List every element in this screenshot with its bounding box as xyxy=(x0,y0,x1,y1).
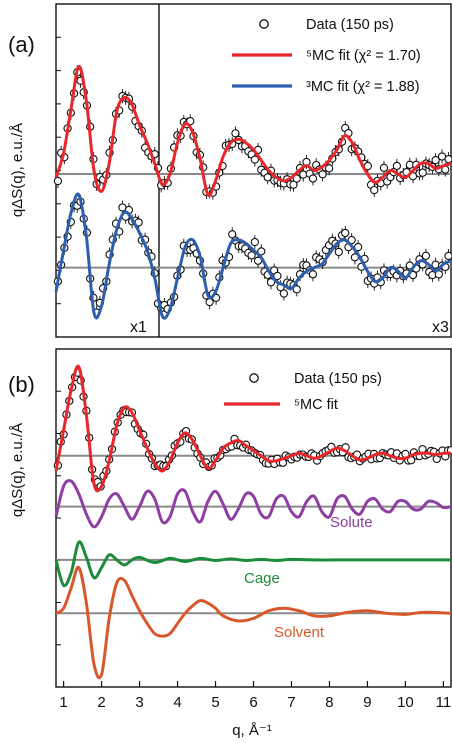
data-point xyxy=(250,155,259,164)
legend-a-3mc-label: ³MC fit (χ² = 1.88) xyxy=(306,79,420,95)
data-point xyxy=(308,270,318,279)
x-tick-label: 2 xyxy=(97,694,105,711)
component-label-solute: Solute xyxy=(330,514,373,531)
data-point xyxy=(257,247,266,256)
data-point xyxy=(392,161,402,171)
data-point xyxy=(279,289,289,298)
x-tick-label: 4 xyxy=(173,694,181,711)
data-point xyxy=(334,247,343,257)
x-tick-label: 1 xyxy=(59,694,67,711)
curve-cage xyxy=(54,540,451,588)
data-point xyxy=(444,251,452,261)
x-tick-label: 3 xyxy=(135,694,143,711)
curve-5mc-fit xyxy=(54,364,452,493)
x-axis-label: q, Å⁻¹ xyxy=(232,722,272,739)
panel-b-y-ticks xyxy=(56,390,61,646)
panel-a: (a) x1 x3 qΔS(q), e.u./Å Data (150 ps) ⁵… xyxy=(8,3,452,338)
panel-b-frame xyxy=(55,348,452,688)
panel-a-y-label: qΔS(q), e.u./Å xyxy=(9,123,26,217)
legend-a-data-label: Data (150 ps) xyxy=(306,17,394,33)
data-point xyxy=(53,176,63,186)
data-point xyxy=(379,163,389,172)
legend-a-data-marker xyxy=(259,19,269,29)
x-tick-label: 9 xyxy=(363,694,371,711)
x-tick-label: 10 xyxy=(397,694,414,711)
x-tick-label: 6 xyxy=(249,694,257,711)
curve-5mc-fit-upper xyxy=(54,64,452,197)
panel-b: (b) qΔS(q), e.u./Å 1 2 3 4 5 6 7 8 9 10 11 q, Å⁻¹ … xyxy=(8,348,452,739)
panel-b-x-axis: 1 2 3 4 5 6 7 8 9 10 11 xyxy=(59,681,451,711)
data-point xyxy=(292,174,301,183)
data-point xyxy=(341,228,350,238)
curve-solvent xyxy=(55,565,452,680)
panel-a-plot-area xyxy=(53,64,452,320)
data-point xyxy=(347,235,356,245)
data-point xyxy=(205,297,214,307)
data-point xyxy=(431,156,440,165)
legend-a-5mc-label: ⁵MC fit (χ² = 1.70) xyxy=(306,48,421,64)
component-label-cage: Cage xyxy=(244,570,280,587)
data-point xyxy=(418,168,427,177)
legend-b-data-label: Data (150 ps) xyxy=(294,371,382,387)
scale-label-x3: x3 xyxy=(432,319,449,336)
panel-b-y-label: qΔS(q), e.u./Å xyxy=(9,423,26,517)
curve-solute xyxy=(54,479,452,529)
data-point xyxy=(421,251,431,260)
data-point xyxy=(324,164,334,173)
data-point xyxy=(273,271,282,281)
data-point xyxy=(370,185,379,195)
x-tick-label: 5 xyxy=(211,694,219,711)
x-tick-label: 7 xyxy=(287,694,295,711)
data-point xyxy=(292,285,301,294)
panel-a-label: (a) xyxy=(8,32,35,57)
scale-label-x1: x1 xyxy=(130,319,147,336)
legend-b-5mc-label: ⁵MC fit xyxy=(294,397,338,413)
data-point xyxy=(250,237,259,247)
x-tick-label: 11 xyxy=(436,694,452,711)
component-label-solvent: Solvent xyxy=(274,624,325,641)
data-point xyxy=(308,174,318,183)
data-point xyxy=(353,242,363,252)
x-tick-label: 8 xyxy=(325,694,333,711)
panel-b-plot-area xyxy=(53,364,452,680)
data-point xyxy=(247,251,256,260)
legend-b-data-marker xyxy=(249,373,259,383)
panel-b-label: (b) xyxy=(8,372,35,397)
curve-3mc-fit-lower xyxy=(54,192,452,320)
data-point xyxy=(444,154,452,164)
data-point xyxy=(266,278,276,287)
